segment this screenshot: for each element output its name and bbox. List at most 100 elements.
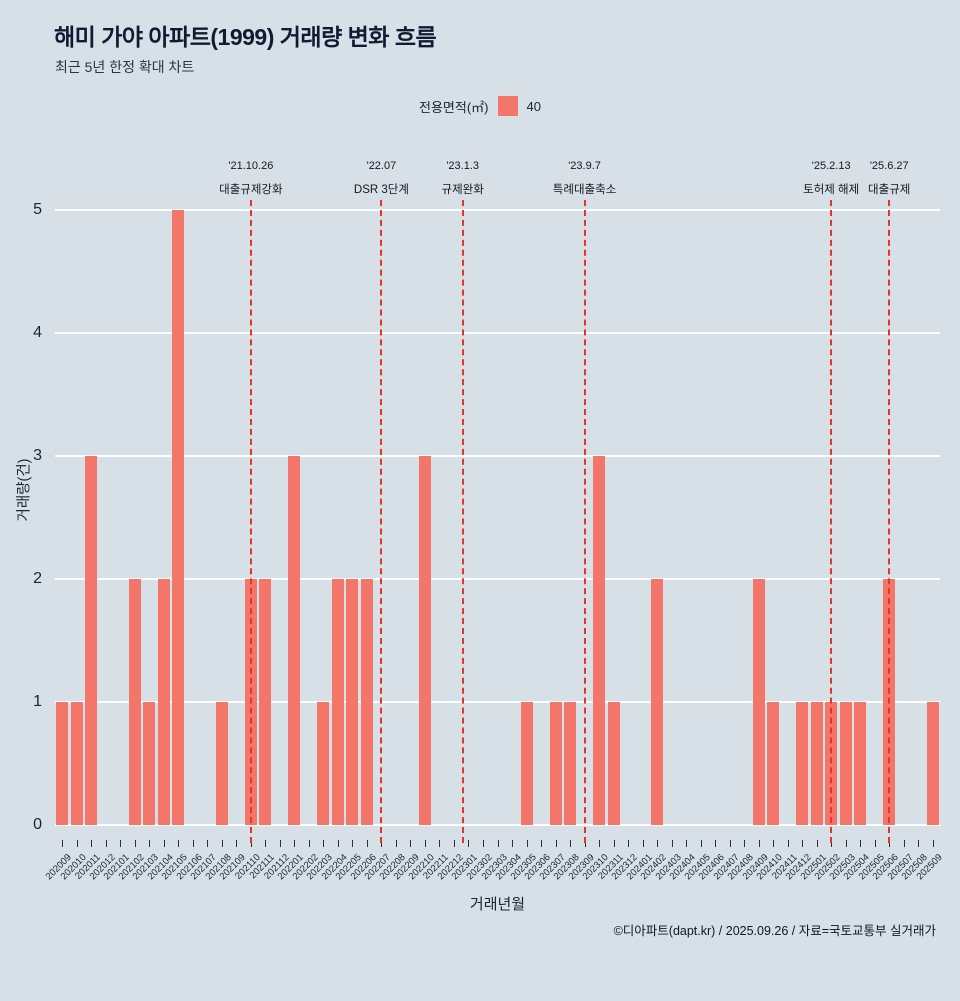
x-tick-mark xyxy=(686,840,688,847)
x-tick-mark xyxy=(845,840,847,847)
x-tick-mark xyxy=(816,840,818,847)
annotation-line xyxy=(830,200,833,843)
x-tick-mark xyxy=(76,840,78,847)
x-tick-mark xyxy=(715,840,717,847)
x-tick-mark xyxy=(468,840,470,847)
gridline xyxy=(55,824,940,826)
x-tick-mark xyxy=(424,840,426,847)
bar xyxy=(346,579,359,825)
gridline xyxy=(55,332,940,334)
x-tick-mark xyxy=(410,840,412,847)
gridline xyxy=(55,578,940,580)
bar xyxy=(854,702,867,825)
x-tick-mark xyxy=(628,840,630,847)
x-tick-mark xyxy=(744,840,746,847)
annotation-date: '21.10.26 xyxy=(228,160,274,172)
y-tick-label: 3 xyxy=(33,447,42,464)
bar xyxy=(85,456,98,825)
bar xyxy=(128,579,141,825)
annotation-date: '23.1.3 xyxy=(446,160,480,172)
bar xyxy=(215,702,228,825)
bar xyxy=(767,702,780,825)
annotation-line xyxy=(888,200,891,843)
y-tick-label: 2 xyxy=(33,570,42,587)
bar xyxy=(564,702,577,825)
bar xyxy=(839,702,852,825)
x-tick-mark xyxy=(700,840,702,847)
bar xyxy=(288,456,301,825)
x-tick-mark xyxy=(482,840,484,847)
x-tick-mark xyxy=(105,840,107,847)
annotation-label: 특례대출축소 xyxy=(552,184,617,196)
x-tick-mark xyxy=(831,840,833,847)
x-tick-mark xyxy=(62,840,64,847)
bar xyxy=(56,702,69,825)
annotation-date: '22.07 xyxy=(366,160,397,172)
x-tick-mark xyxy=(497,840,499,847)
x-tick-mark xyxy=(889,840,891,847)
annotation-label: 대출규제강화 xyxy=(219,184,283,196)
bar xyxy=(172,210,185,825)
x-tick-mark xyxy=(453,840,455,847)
x-tick-mark xyxy=(671,840,673,847)
x-tick-mark xyxy=(642,840,644,847)
x-tick-mark xyxy=(903,840,905,847)
x-tick-mark xyxy=(570,840,572,847)
x-tick-mark xyxy=(773,840,775,847)
bar xyxy=(259,579,272,825)
y-tick-label: 4 xyxy=(33,324,42,341)
bar xyxy=(418,456,431,825)
bar xyxy=(549,702,562,825)
x-tick-mark xyxy=(294,840,296,847)
x-tick-mark xyxy=(932,840,934,847)
bar xyxy=(752,579,765,825)
bar xyxy=(520,702,533,825)
bar xyxy=(796,702,809,825)
x-tick-mark xyxy=(555,840,557,847)
annotation-date: '25.2.13 xyxy=(811,160,851,172)
x-tick-mark xyxy=(787,840,789,847)
x-tick-mark xyxy=(323,840,325,847)
x-tick-mark xyxy=(352,840,354,847)
bar xyxy=(926,702,939,825)
annotation-label: 대출규제 xyxy=(868,184,911,196)
x-tick-mark xyxy=(279,840,281,847)
x-tick-mark xyxy=(236,840,238,847)
x-tick-mark xyxy=(120,840,122,847)
bar xyxy=(651,579,664,825)
bar xyxy=(593,456,606,825)
x-tick-mark xyxy=(860,840,862,847)
x-tick-mark xyxy=(149,840,151,847)
annotation-line xyxy=(583,200,586,843)
x-tick-mark xyxy=(802,840,804,847)
page-subtitle: 최근 5년 한정 확대 차트 xyxy=(55,59,195,75)
x-tick-mark xyxy=(366,840,368,847)
y-tick-label: 5 xyxy=(33,201,42,218)
x-tick-mark xyxy=(918,840,920,847)
legend-series-value: 40 xyxy=(526,98,541,114)
chart-legend: 전용면적(㎡) 40 xyxy=(0,96,960,116)
gridline xyxy=(55,209,940,211)
gridline xyxy=(55,701,940,703)
x-tick-mark xyxy=(265,840,267,847)
x-tick-mark xyxy=(439,840,441,847)
x-tick-mark xyxy=(381,840,383,847)
annotation-line xyxy=(380,200,383,843)
bar xyxy=(70,702,83,825)
x-tick-mark xyxy=(163,840,165,847)
bar xyxy=(143,702,156,825)
x-tick-mark xyxy=(91,840,93,847)
x-tick-mark xyxy=(512,840,513,847)
annotation-date: '25.6.27 xyxy=(869,160,909,172)
x-tick-mark xyxy=(758,840,760,847)
x-tick-mark xyxy=(541,840,543,847)
x-tick-mark xyxy=(729,840,731,847)
annotation-label: 토허제 해제 xyxy=(803,184,860,196)
bar xyxy=(810,702,823,825)
legend-label: 전용면적(㎡) xyxy=(419,99,489,115)
y-tick-label: 0 xyxy=(33,816,42,833)
gridline xyxy=(55,455,940,457)
annotation-date: '23.9.7 xyxy=(568,160,601,172)
x-tick-mark xyxy=(207,840,209,847)
bar xyxy=(360,579,373,825)
